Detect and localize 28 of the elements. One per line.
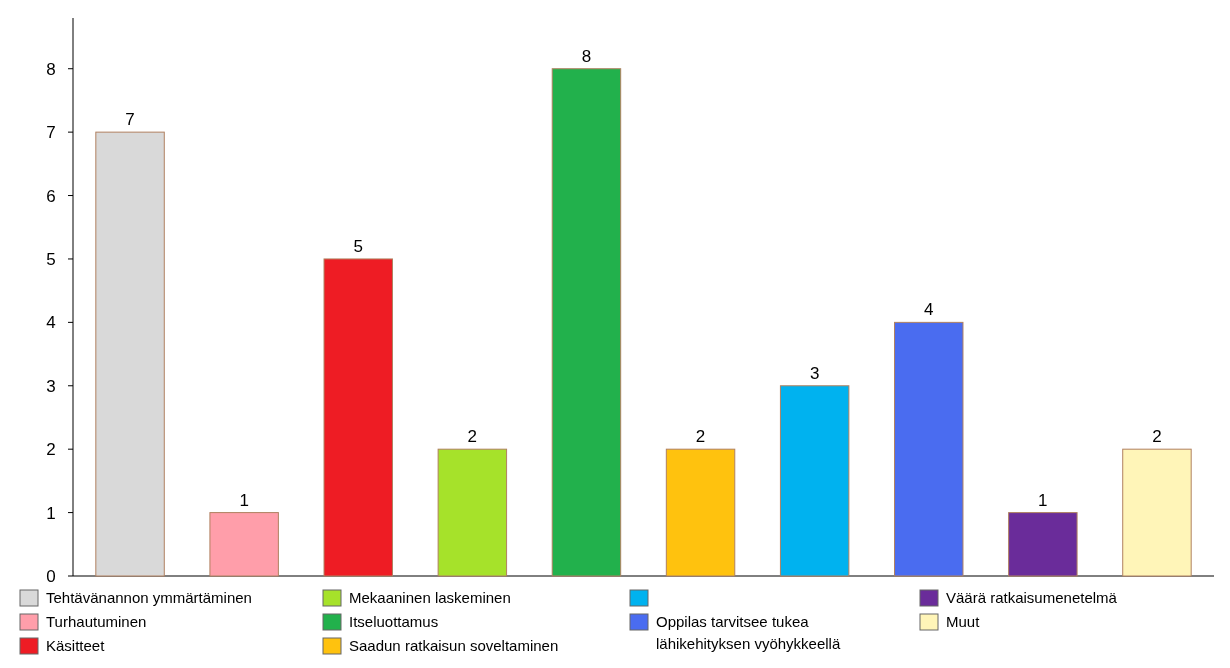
y-tick-label: 8	[46, 59, 56, 79]
data-label: 4	[924, 300, 934, 320]
y-tick-label: 7	[46, 123, 56, 143]
data-label: 8	[581, 46, 592, 66]
legend-label: Saadun ratkaisun soveltaminen	[349, 637, 559, 654]
data-label: 2	[1152, 427, 1162, 447]
data-label: 7	[125, 110, 135, 130]
legend-label: Oppilas tarvitsee tukea lähikehityksen vyöhykkeellä	[656, 613, 841, 652]
y-tick-label: 2	[46, 440, 56, 460]
y-tick-label: 5	[46, 249, 56, 269]
legend-label: Väärä ratkaisumenetelmä	[946, 589, 1118, 606]
data-label: 2	[695, 427, 706, 447]
legend-label: Mekaaninen laskeminen	[349, 589, 511, 606]
data-label: 1	[1038, 490, 1048, 510]
y-tick-label: 6	[46, 186, 56, 206]
legend-label: Turhautuminen	[46, 613, 147, 630]
legend-label: Tehtävänannon ymmärtäminen	[46, 589, 252, 606]
legend-label: Itseluottamus	[349, 613, 439, 630]
data-label: 3	[809, 363, 820, 383]
y-tick-label: 3	[46, 376, 56, 396]
y-tick-label: 4	[46, 313, 56, 333]
data-label: 5	[353, 236, 363, 256]
y-tick-label: 0	[46, 567, 56, 586]
y-tick-label: 1	[46, 503, 56, 523]
legend-label: Muut	[946, 613, 981, 630]
legend-label: Käsitteet	[46, 637, 106, 654]
data-label: 1	[239, 490, 249, 510]
data-label: 2	[467, 427, 478, 447]
